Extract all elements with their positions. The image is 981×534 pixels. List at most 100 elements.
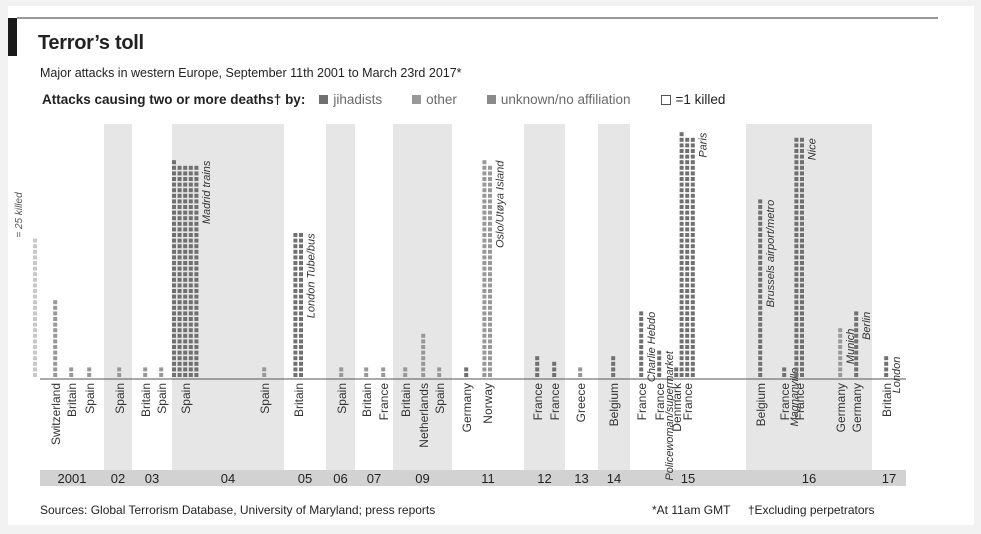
death-square [685,356,690,361]
death-square [172,328,176,333]
death-square [172,199,176,204]
death-square [690,317,695,321]
scale-square [33,294,37,299]
death-square [758,294,763,299]
death-square [172,233,176,237]
death-square [293,266,298,271]
death-square [188,171,193,176]
death-square [53,333,58,338]
bar-spain-09-14 [437,367,442,377]
death-square [690,193,695,198]
death-square [685,249,690,254]
death-square [758,356,763,361]
death-square [800,367,804,372]
death-square [188,177,193,181]
death-square [482,205,487,209]
death-square [685,221,690,226]
death-square [685,255,690,260]
death-square [194,221,199,226]
death-square [177,328,182,333]
death-square [172,322,176,327]
death-square [679,261,684,265]
death-square [800,272,804,277]
death-square [364,367,369,372]
death-square [794,300,799,305]
death-square [685,350,690,355]
death-square [679,238,684,243]
death-square [679,333,684,338]
death-square [690,305,695,310]
death-square [488,305,492,310]
death-square [690,210,695,215]
death-square [685,160,690,165]
year-label-2001: 2001 [58,471,87,486]
death-square [299,272,303,277]
country-label: Switzerland [49,383,63,445]
death-square [488,277,492,282]
death-square [488,165,492,170]
death-square [800,182,804,187]
death-square [758,305,763,310]
year-label-17: 17 [882,471,896,486]
bar-france-16-26 [782,367,787,377]
death-square [657,367,662,372]
death-square [800,149,804,153]
death-square [854,373,859,377]
year-label-14: 14 [607,471,621,486]
death-square [53,373,58,377]
death-square [183,210,188,215]
death-square [194,233,199,237]
death-square [482,300,487,305]
death-square [183,373,188,377]
death-square [758,300,763,305]
death-square [172,160,176,165]
country-label: France [548,383,562,421]
death-square [194,266,199,271]
death-square [183,261,188,265]
death-square [690,283,695,288]
death-square [800,311,804,316]
death-square [690,182,695,187]
scale-square [33,356,37,361]
death-square [679,199,684,204]
death-square [143,373,148,377]
death-square [758,205,763,209]
death-square [188,373,193,377]
death-square [299,277,303,282]
death-square [685,333,690,338]
death-square [690,244,695,249]
death-square [177,305,182,310]
death-square [679,339,684,344]
country-label: Netherlands [417,383,431,448]
death-square [690,171,695,176]
death-square [194,317,199,321]
death-square [293,244,298,249]
death-square [299,294,303,299]
death-square [794,317,799,321]
death-square [183,350,188,355]
death-square [188,317,193,321]
death-square [794,160,799,165]
year-label-11: 11 [481,471,495,486]
death-square [794,373,799,377]
death-square [293,249,298,254]
death-square [194,350,199,355]
death-square [488,210,492,215]
country-label: Britain [880,383,894,417]
death-square [482,311,487,316]
death-square [188,356,193,361]
death-square [794,249,799,254]
death-square [758,317,763,321]
death-square [794,345,799,349]
attack-label: Policewoman/supermarket [664,350,676,481]
death-square [800,289,804,293]
year-label-03: 03 [145,471,159,486]
death-square [690,322,695,327]
death-square [482,361,487,366]
death-square [488,367,492,372]
death-square [188,244,193,249]
scale-square [33,249,37,254]
death-square [293,356,298,361]
death-square [299,345,303,349]
death-square [685,300,690,305]
